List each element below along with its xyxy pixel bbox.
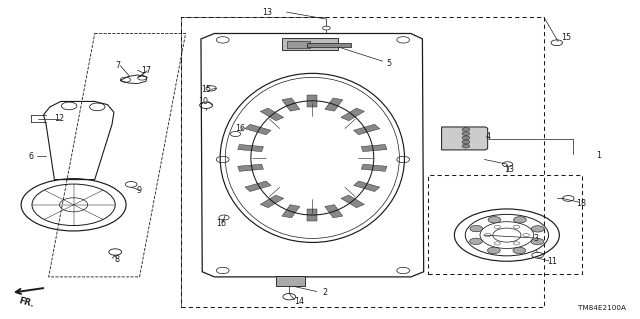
Polygon shape [237, 164, 264, 171]
Polygon shape [353, 124, 380, 135]
Polygon shape [361, 164, 387, 171]
Text: 5: 5 [387, 59, 392, 68]
Text: 4: 4 [485, 132, 490, 141]
Bar [181, 17, 544, 307]
Polygon shape [341, 108, 364, 121]
Polygon shape [245, 124, 271, 135]
Text: 8: 8 [115, 255, 120, 263]
Text: 10: 10 [198, 97, 209, 106]
Polygon shape [361, 145, 387, 152]
Text: 18: 18 [576, 199, 586, 208]
Circle shape [513, 217, 526, 223]
Text: 12: 12 [54, 114, 65, 123]
Bar [287, 41, 310, 48]
Polygon shape [307, 209, 317, 221]
Polygon shape [237, 145, 264, 152]
Circle shape [462, 144, 470, 148]
Text: 1: 1 [596, 151, 601, 160]
Bar [428, 175, 582, 274]
Text: FR.: FR. [18, 297, 36, 309]
Circle shape [488, 247, 500, 254]
Polygon shape [325, 205, 343, 218]
Circle shape [462, 136, 470, 140]
Circle shape [462, 128, 470, 131]
Polygon shape [260, 108, 284, 121]
Circle shape [462, 140, 470, 144]
Circle shape [531, 238, 544, 245]
Polygon shape [282, 98, 300, 111]
Polygon shape [341, 195, 364, 208]
Polygon shape [307, 95, 317, 107]
Polygon shape [282, 205, 300, 218]
Text: 9: 9 [137, 186, 142, 195]
Text: 16: 16 [235, 124, 245, 133]
Bar [276, 276, 305, 286]
Circle shape [470, 226, 483, 232]
Text: TM84E2100A: TM84E2100A [578, 305, 626, 311]
Circle shape [462, 132, 470, 136]
Text: 17: 17 [141, 66, 151, 75]
Bar [282, 38, 338, 50]
Text: 6: 6 [28, 152, 33, 161]
Polygon shape [260, 195, 284, 208]
Polygon shape [245, 181, 271, 191]
Text: 7: 7 [116, 61, 121, 70]
Text: 16: 16 [216, 219, 226, 228]
Text: 2: 2 [323, 288, 328, 297]
Text: 13: 13 [262, 8, 273, 17]
Circle shape [531, 226, 544, 232]
Text: 3: 3 [534, 234, 539, 243]
Circle shape [513, 247, 525, 254]
Polygon shape [353, 181, 380, 191]
Polygon shape [442, 127, 488, 150]
Text: 14: 14 [294, 297, 305, 306]
Text: 11: 11 [547, 257, 557, 266]
Text: 13: 13 [504, 165, 514, 174]
Text: 15: 15 [201, 85, 211, 94]
Polygon shape [325, 98, 343, 111]
Circle shape [488, 217, 501, 223]
Text: 15: 15 [561, 33, 572, 42]
Circle shape [470, 238, 483, 244]
Bar [307, 43, 351, 47]
